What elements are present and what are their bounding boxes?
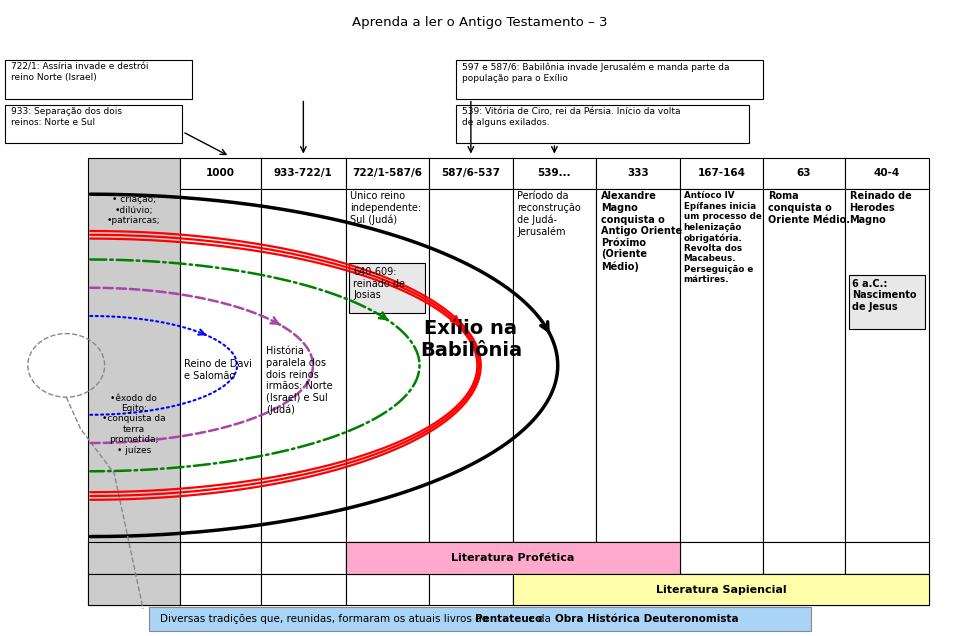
Bar: [346, 158, 429, 189]
Bar: [349, 263, 425, 313]
Text: 587/6-537: 587/6-537: [442, 169, 500, 178]
Bar: [596, 574, 680, 605]
Text: 539...: 539...: [538, 169, 571, 178]
Bar: [596, 542, 680, 574]
Bar: [180, 542, 261, 574]
Text: 63: 63: [797, 169, 811, 178]
Text: Literatura Profética: Literatura Profética: [451, 553, 574, 563]
Bar: [845, 158, 929, 189]
Text: 933: Separação dos dois
reinos: Norte e Sul: 933: Separação dos dois reinos: Norte e …: [11, 107, 122, 127]
Bar: [346, 189, 429, 542]
Bar: [763, 542, 845, 574]
Text: Pentateuco: Pentateuco: [475, 614, 542, 624]
Bar: [513, 542, 596, 574]
Bar: [149, 607, 811, 631]
Bar: [456, 60, 763, 99]
Bar: [261, 542, 346, 574]
Bar: [763, 189, 845, 542]
Bar: [680, 542, 763, 574]
Text: Literatura Sapiencial: Literatura Sapiencial: [656, 585, 786, 595]
Bar: [261, 574, 346, 605]
Text: Reinado de
Herodes
Magno: Reinado de Herodes Magno: [850, 191, 911, 225]
Text: Reino de Davi
e Salomão: Reino de Davi e Salomão: [184, 359, 252, 380]
Text: Exílio na
Babilônia: Exílio na Babilônia: [420, 319, 522, 361]
Text: Roma
conquista o
Oriente Médio.: Roma conquista o Oriente Médio.: [768, 191, 850, 225]
Text: e da: e da: [525, 614, 554, 624]
Bar: [680, 574, 763, 605]
Bar: [180, 574, 261, 605]
Bar: [596, 158, 680, 189]
Text: •êxodo do
Egito;
•conquista da
terra
prometida;
• juízes: •êxodo do Egito; •conquista da terra pro…: [102, 394, 166, 455]
Bar: [346, 574, 429, 605]
Text: 597 e 587/6: Babilônia invade Jerusalém e manda parte da
população para o Exílio: 597 e 587/6: Babilônia invade Jerusalém …: [462, 63, 730, 83]
Text: 640-609:
reinado de
Josias: 640-609: reinado de Josias: [353, 267, 405, 300]
Bar: [513, 158, 596, 189]
Bar: [680, 158, 763, 189]
Bar: [680, 189, 763, 542]
Bar: [596, 189, 680, 542]
Text: • criação;
•dilúvio;
•patriarcas;: • criação; •dilúvio; •patriarcas;: [108, 195, 160, 225]
Text: Obra Histórica Deuteronomista: Obra Histórica Deuteronomista: [555, 614, 738, 624]
Bar: [513, 574, 929, 605]
Bar: [346, 542, 680, 574]
Bar: [845, 189, 929, 542]
Bar: [88, 158, 180, 605]
Text: 722/1: Assíria invade e destrói
reino Norte (Israel): 722/1: Assíria invade e destrói reino No…: [11, 63, 148, 83]
Text: 722/1-587/6: 722/1-587/6: [352, 169, 422, 178]
Bar: [5, 105, 182, 143]
Bar: [346, 542, 429, 574]
Bar: [88, 574, 180, 605]
Bar: [261, 158, 346, 189]
Text: 333: 333: [627, 169, 649, 178]
Text: 167-164: 167-164: [697, 169, 746, 178]
Bar: [180, 158, 261, 189]
Text: Único reino
independente:
Sul (Judá): Único reino independente: Sul (Judá): [350, 191, 421, 225]
Text: 40-4: 40-4: [874, 169, 900, 178]
Text: 1000: 1000: [205, 169, 235, 178]
Bar: [513, 189, 596, 542]
Bar: [180, 189, 261, 542]
Bar: [429, 542, 513, 574]
Bar: [456, 105, 749, 143]
Bar: [429, 189, 513, 542]
Bar: [5, 60, 192, 99]
Bar: [513, 574, 596, 605]
Text: 6 a.C.:
Nascimento
de Jesus: 6 a.C.: Nascimento de Jesus: [852, 279, 917, 312]
Text: Diversas tradições que, reunidas, formaram os atuais livros do: Diversas tradições que, reunidas, formar…: [160, 614, 492, 624]
Bar: [845, 542, 929, 574]
Text: Alexandre
Magno
conquista o
Antigo Oriente
Próximo
(Oriente
Médio): Alexandre Magno conquista o Antigo Orien…: [601, 191, 683, 272]
Text: 933-722/1: 933-722/1: [274, 169, 333, 178]
Bar: [763, 574, 845, 605]
Bar: [849, 275, 925, 329]
Text: Aprenda a ler o Antigo Testamento – 3: Aprenda a ler o Antigo Testamento – 3: [352, 16, 608, 29]
Bar: [763, 158, 845, 189]
Bar: [429, 574, 513, 605]
Text: Período da
reconstrução
de Judá-
Jerusalém: Período da reconstrução de Judá- Jerusal…: [517, 191, 581, 237]
Text: Antíoco IV
Epífanes inicia
um processo de
helenização
obrigatória.
Revolta dos
M: Antíoco IV Epífanes inicia um processo d…: [684, 191, 761, 284]
Text: História
paralela dos
dois reinos
irmãos: Norte
(Israel) e Sul
(Judá): História paralela dos dois reinos irmãos…: [266, 346, 332, 415]
Bar: [429, 158, 513, 189]
Text: 539: Vitória de Ciro, rei da Pérsia. Início da volta
de alguns exilados.: 539: Vitória de Ciro, rei da Pérsia. Iní…: [462, 107, 681, 127]
Bar: [845, 574, 929, 605]
Bar: [261, 189, 346, 542]
Bar: [88, 542, 180, 574]
